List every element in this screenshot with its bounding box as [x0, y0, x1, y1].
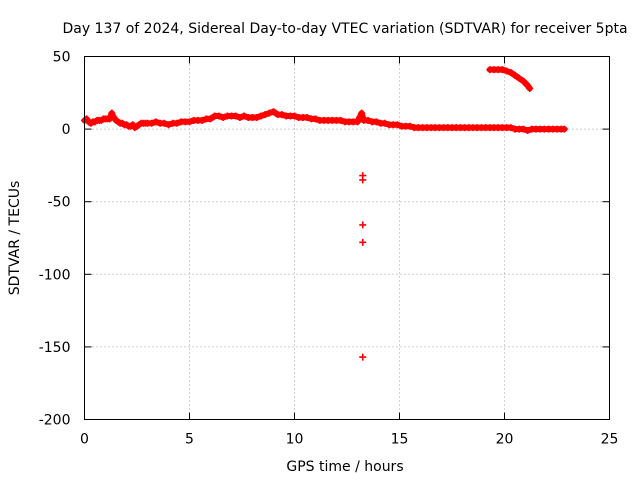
data-point-main	[524, 127, 532, 135]
data-point-main	[261, 111, 269, 119]
data-point-main	[519, 125, 527, 133]
data-point-main	[109, 112, 117, 120]
data-point-main	[278, 111, 286, 119]
y-tick-label: 50	[53, 50, 71, 66]
y-tick-label: -50	[48, 195, 71, 211]
data-point-main	[406, 122, 414, 130]
x-tick-label: 0	[80, 432, 89, 448]
data-point-outliers	[359, 238, 367, 246]
data-point-arc	[511, 71, 519, 79]
y-tick-label: -100	[39, 267, 71, 283]
x-tick-label: 25	[601, 432, 619, 448]
data-point-main	[232, 112, 240, 120]
data-point-main	[148, 119, 156, 127]
data-point-main	[393, 121, 401, 129]
data-point-main	[354, 118, 361, 126]
data-point-main	[160, 119, 168, 127]
data-point-main	[265, 109, 273, 117]
data-point-main	[165, 121, 172, 129]
data-point-main	[358, 109, 366, 117]
data-point-main	[312, 115, 319, 123]
data-points	[81, 66, 568, 361]
data-point-outliers	[359, 221, 367, 229]
data-point-main	[337, 116, 345, 124]
data-point-main	[507, 124, 515, 132]
x-tick-label: 5	[185, 432, 194, 448]
y-tick-label: -200	[39, 413, 71, 429]
axis-ticks: 0 5 10 15 20 25 50 0 -50 -100 -150 -200	[39, 50, 619, 448]
data-point-main	[207, 115, 214, 123]
data-point-outliers	[359, 176, 367, 184]
data-point-arc	[507, 68, 515, 76]
data-point-arc	[526, 84, 534, 92]
data-point-main	[356, 113, 364, 121]
y-axis-label: SDTVAR / TECUs	[7, 181, 23, 296]
data-point-main	[364, 116, 372, 124]
plot-frame	[84, 56, 610, 420]
data-point-main	[257, 112, 265, 120]
data-point-main	[186, 118, 193, 126]
data-point-main	[198, 116, 206, 124]
data-point-arc	[498, 66, 506, 74]
data-point-main	[303, 113, 311, 121]
data-point-main	[381, 119, 389, 127]
x-tick-label: 15	[391, 432, 409, 448]
data-point-main	[372, 118, 380, 126]
data-point-main	[215, 112, 223, 120]
x-axis-label: GPS time / hours	[286, 459, 403, 475]
data-point-main	[152, 118, 160, 126]
y-tick-label: 0	[62, 122, 71, 138]
data-point-outliers	[359, 353, 367, 361]
data-point-main	[173, 119, 181, 127]
grid-lines	[84, 56, 610, 420]
y-tick-label: -150	[39, 340, 71, 356]
data-point-arc	[503, 67, 511, 75]
data-point-arc	[515, 74, 523, 82]
data-point-main	[253, 113, 261, 121]
data-point-arc	[519, 77, 527, 85]
data-point-main	[560, 125, 568, 133]
x-tick-label: 10	[286, 432, 304, 448]
data-point-main	[291, 112, 298, 120]
data-point-main	[219, 113, 227, 121]
chart-title: Day 137 of 2024, Sidereal Day-to-day VTE…	[62, 21, 627, 37]
x-tick-label: 20	[496, 432, 514, 448]
data-point-main	[240, 112, 248, 120]
data-point-main	[236, 113, 244, 121]
